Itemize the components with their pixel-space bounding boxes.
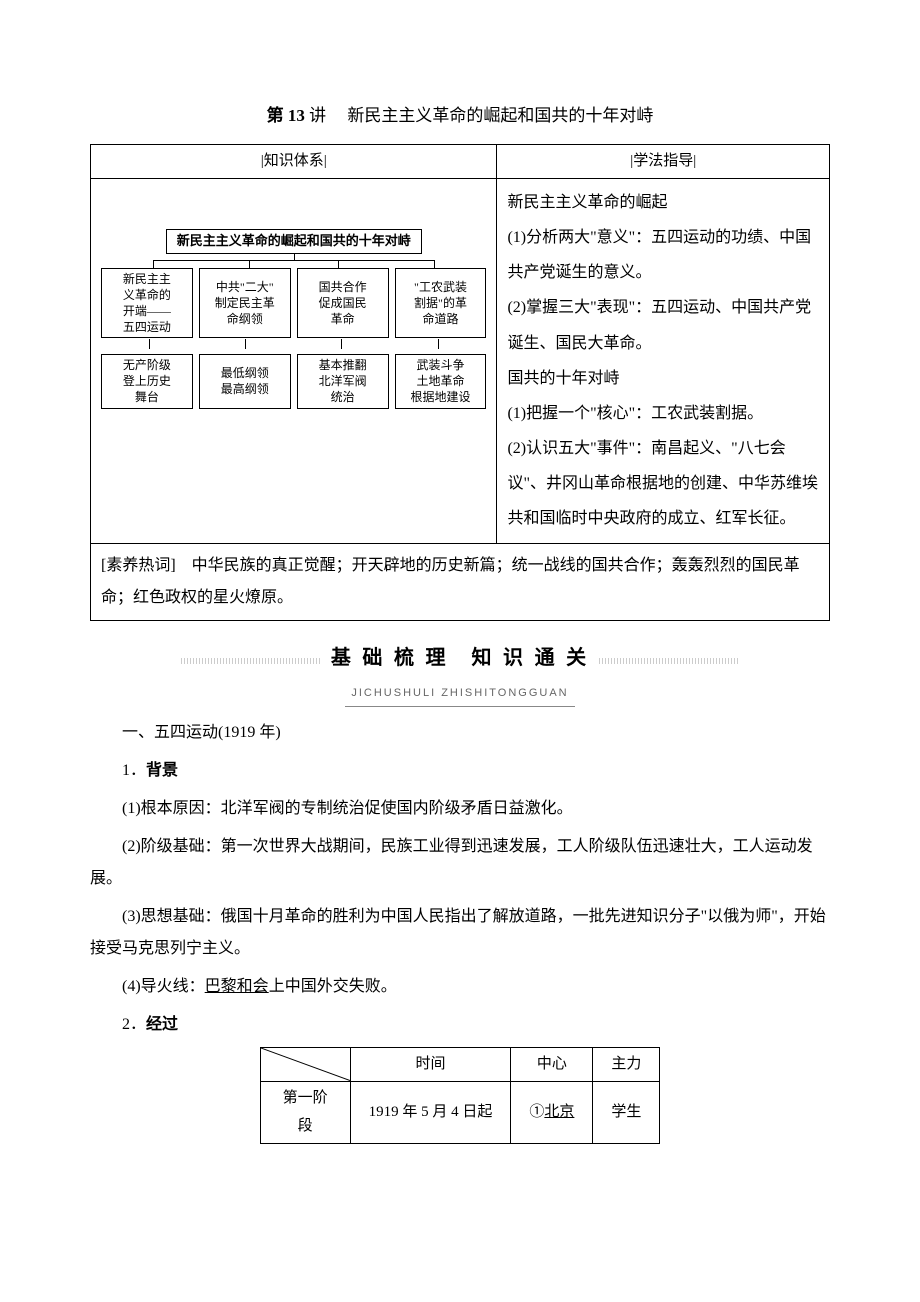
subsection-num: 2． bbox=[122, 1016, 146, 1033]
overview-table: |知识体系| |学法指导| 新民主主义革命的崛起和国共的十年对峙 新民主主义革命… bbox=[90, 144, 830, 620]
study-guide-cell: 新民主主义革命的崛起 (1)分析两大"意义"：五四运动的功绩、中国共产党诞生的意… bbox=[497, 178, 830, 543]
lecture-name: 新民主主义革命的崛起和国共的十年对峙 bbox=[347, 106, 653, 125]
bg4-post: 上中国外交失败。 bbox=[269, 978, 397, 995]
subsection-heading: 1．背景 bbox=[90, 755, 830, 787]
diagram-title: 新民主主义革命的崛起和国共的十年对峙 bbox=[166, 229, 422, 254]
diagram-box: 中共"二大"制定民主革命纲领 bbox=[199, 268, 291, 339]
background-point: (1)根本原因：北洋军阀的专制统治促使国内阶级矛盾日益激化。 bbox=[90, 793, 830, 825]
lecture-word: 讲 bbox=[309, 106, 326, 125]
background-point: (2)阶级基础：第一次世界大战期间，民族工业得到迅速发展，工人阶级队伍迅速壮大，… bbox=[90, 831, 830, 895]
proc-row-center: ①北京 bbox=[511, 1081, 593, 1143]
hotword-text: 中华民族的真正觉醒；开天辟地的历史新篇；统一战线的国共合作；轰轰烈烈的国民革命；… bbox=[101, 557, 800, 606]
proc-col-main: 主力 bbox=[593, 1048, 660, 1082]
section-heading: 一、五四运动(1919 年) bbox=[90, 717, 830, 749]
background-point: (4)导火线：巴黎和会上中国外交失败。 bbox=[90, 971, 830, 1003]
guide-point: (2)认识五大"事件"：南昌起义、"八七会议"、井冈山革命根据地的创建、中华苏维… bbox=[507, 431, 819, 537]
diagram-box: 新民主主义革命的开端——五四运动 bbox=[101, 268, 193, 339]
knowledge-diagram: 新民主主义革命的崛起和国共的十年对峙 新民主主义革命的开端——五四运动 中共"二… bbox=[97, 189, 490, 409]
diagram-box: 基本推翻北洋军阀统治 bbox=[297, 354, 389, 409]
proc-row-label: 第一阶段 bbox=[260, 1081, 350, 1143]
diagram-box: 国共合作促成国民革命 bbox=[297, 268, 389, 339]
proc-col-time: 时间 bbox=[350, 1048, 511, 1082]
guide-heading: 国共的十年对峙 bbox=[507, 361, 819, 396]
bg4-underline: 巴黎和会 bbox=[205, 978, 269, 995]
background-point: (3)思想基础：俄国十月革命的胜利为中国人民指出了解放道路，一批先进知识分子"以… bbox=[90, 901, 830, 965]
diagram-box: 无产阶级登上历史舞台 bbox=[101, 354, 193, 409]
proc-col-center: 中心 bbox=[511, 1048, 593, 1082]
bg4-pre: (4)导火线： bbox=[122, 978, 205, 995]
guide-point: (1)把握一个"核心"：工农武装割据。 bbox=[507, 396, 819, 431]
hotword-cell: [素养热词] 中华民族的真正觉醒；开天辟地的历史新篇；统一战线的国共合作；轰轰烈… bbox=[91, 543, 830, 620]
proc-row-time: 1919 年 5 月 4 日起 bbox=[350, 1081, 511, 1143]
diagram-box: 最低纲领最高纲领 bbox=[199, 354, 291, 409]
guide-point: (2)掌握三大"表现"：五四运动、中国共产党诞生、国民大革命。 bbox=[507, 290, 819, 360]
diagram-box: 武装斗争土地革命根据地建设 bbox=[395, 354, 487, 409]
diagram-row-1: 新民主主义革命的开端——五四运动 中共"二大"制定民主革命纲领 国共合作促成国民… bbox=[101, 268, 486, 339]
lecture-title: 第 13 讲 新民主主义革命的崛起和国共的十年对峙 bbox=[90, 100, 830, 132]
diagram-box: "工农武装割据"的革命道路 bbox=[395, 268, 487, 339]
proc-row-main: 学生 bbox=[593, 1081, 660, 1143]
subsection-num: 1． bbox=[122, 762, 146, 779]
guide-heading: 新民主主义革命的崛起 bbox=[507, 185, 819, 220]
process-table: 时间 中心 主力 第一阶段 1919 年 5 月 4 日起 ①北京 学生 bbox=[260, 1047, 661, 1144]
hotword-label: [素养热词] bbox=[101, 557, 176, 574]
col-header-left: |知识体系| bbox=[91, 145, 497, 179]
subsection-title: 背景 bbox=[146, 762, 178, 779]
banner-sub: JICHUSHULI ZHISHITONGGUAN bbox=[345, 683, 574, 707]
proc-center-index: ① bbox=[529, 1104, 544, 1120]
subsection-title: 经过 bbox=[146, 1016, 178, 1033]
subsection-heading: 2．经过 bbox=[90, 1009, 830, 1041]
banner-main: 基 础 梳 理 知 识 通 关 bbox=[331, 639, 589, 677]
guide-point: (1)分析两大"意义"：五四运动的功绩、中国共产党诞生的意义。 bbox=[507, 220, 819, 290]
lecture-number: 第 13 bbox=[267, 106, 305, 125]
knowledge-diagram-cell: 新民主主义革命的崛起和国共的十年对峙 新民主主义革命的开端——五四运动 中共"二… bbox=[91, 178, 497, 543]
diagram-row-2: 无产阶级登上历史舞台 最低纲领最高纲领 基本推翻北洋军阀统治 武装斗争土地革命根… bbox=[101, 354, 486, 409]
diagram-branch-top bbox=[109, 254, 478, 268]
proc-center-underline: 北京 bbox=[544, 1104, 574, 1120]
section-banner: 基 础 梳 理 知 识 通 关 JICHUSHULI ZHISHITONGGUA… bbox=[90, 639, 830, 707]
col-header-right: |学法指导| bbox=[497, 145, 830, 179]
diagram-connectors bbox=[101, 338, 486, 354]
table-corner bbox=[260, 1048, 350, 1082]
